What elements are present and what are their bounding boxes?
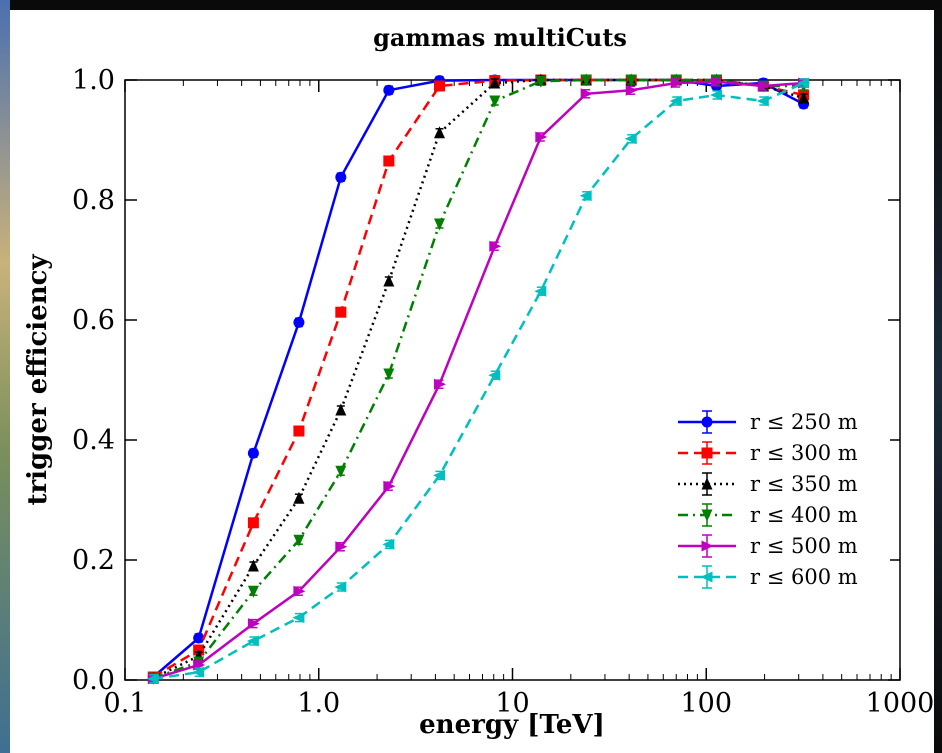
data-point [624,133,637,145]
legend-label: r ≤ 300 m [750,441,858,465]
background-strip-left [0,0,10,753]
data-point [293,491,305,504]
data-point [335,403,347,416]
data-point [193,632,205,644]
series-6 [146,77,810,685]
legend-marker [700,571,713,583]
data-point [292,612,305,624]
data-point [383,480,396,492]
legend-marker [701,447,713,459]
data-point [625,74,637,87]
x-tick-label: 100 [680,688,732,719]
data-point [383,274,395,287]
data-point [247,447,259,459]
series-layer [146,73,811,685]
data-point [246,635,259,647]
data-point [383,155,395,167]
data-point [710,89,723,101]
y-tick-label: 0.2 [72,545,115,576]
data-point [293,425,305,437]
y-tick-label: 0.0 [72,665,115,696]
legend-label: r ≤ 350 m [750,472,858,496]
data-point [489,95,501,108]
data-point [293,585,306,597]
data-point [534,285,547,297]
data-point [247,559,259,572]
data-point [434,218,446,231]
series-line [153,81,805,681]
data-point [293,316,305,328]
data-point [383,368,395,381]
data-point [335,465,347,478]
background-strip-right [934,0,942,753]
data-point [535,75,547,88]
x-tick-label: 10 [495,688,529,719]
data-point [579,190,592,202]
window-top-border [0,0,942,10]
data-point [335,171,347,183]
data-point [489,76,501,89]
y-axis-label: trigger efficiency [23,254,53,506]
data-point [247,517,259,529]
y-tick-label: 0.4 [72,425,115,456]
legend-label: r ≤ 400 m [750,503,858,527]
axis-ticks: 0.1 1.0 10 100 1000 0.0 0.2 0.4 0.6 0.8 1.0 [72,65,934,719]
data-point [757,80,770,92]
data-point [711,76,724,88]
data-point [434,126,446,139]
data-point [488,369,501,381]
data-point [293,534,305,547]
legend-marker [701,416,713,428]
legend-marker [701,509,713,522]
data-point [247,618,260,630]
data-point [146,673,159,685]
data-point [335,541,348,553]
legend-label: r ≤ 500 m [750,534,858,558]
data-point [335,306,347,318]
data-point [669,95,682,107]
legend-label: r ≤ 600 m [750,565,858,589]
data-point [489,240,502,252]
data-point [580,74,592,87]
data-point [383,84,395,96]
x-tick-label: 1000 [866,688,935,719]
data-point [334,581,347,593]
legend-marker [701,477,713,490]
data-point [535,131,548,143]
data-point [670,77,683,89]
y-tick-label: 0.6 [72,305,115,336]
data-point [192,666,205,678]
chart-title: gammas multiCuts [373,23,627,52]
data-point [798,91,810,104]
data-point [797,77,810,89]
legend-box [665,400,890,668]
data-point [756,95,769,107]
legend-label: r ≤ 250 m [750,410,858,434]
data-point [433,469,446,481]
data-point [247,585,259,598]
x-axis-label: energy [TeV] [419,710,605,740]
legend: r ≤ 250 m r ≤ 300 m r ≤ 350 m r ≤ 400 m r ≤ … [665,400,890,668]
data-point [625,84,638,96]
y-tick-label: 0.8 [72,185,115,216]
legend-marker [701,540,714,552]
data-point [434,378,447,390]
data-point [434,80,446,92]
data-point [382,538,395,550]
data-point [580,88,593,100]
x-tick-label: 0.1 [104,688,147,719]
y-tick-label: 1.0 [72,65,115,96]
x-tick-label: 1.0 [297,688,340,719]
